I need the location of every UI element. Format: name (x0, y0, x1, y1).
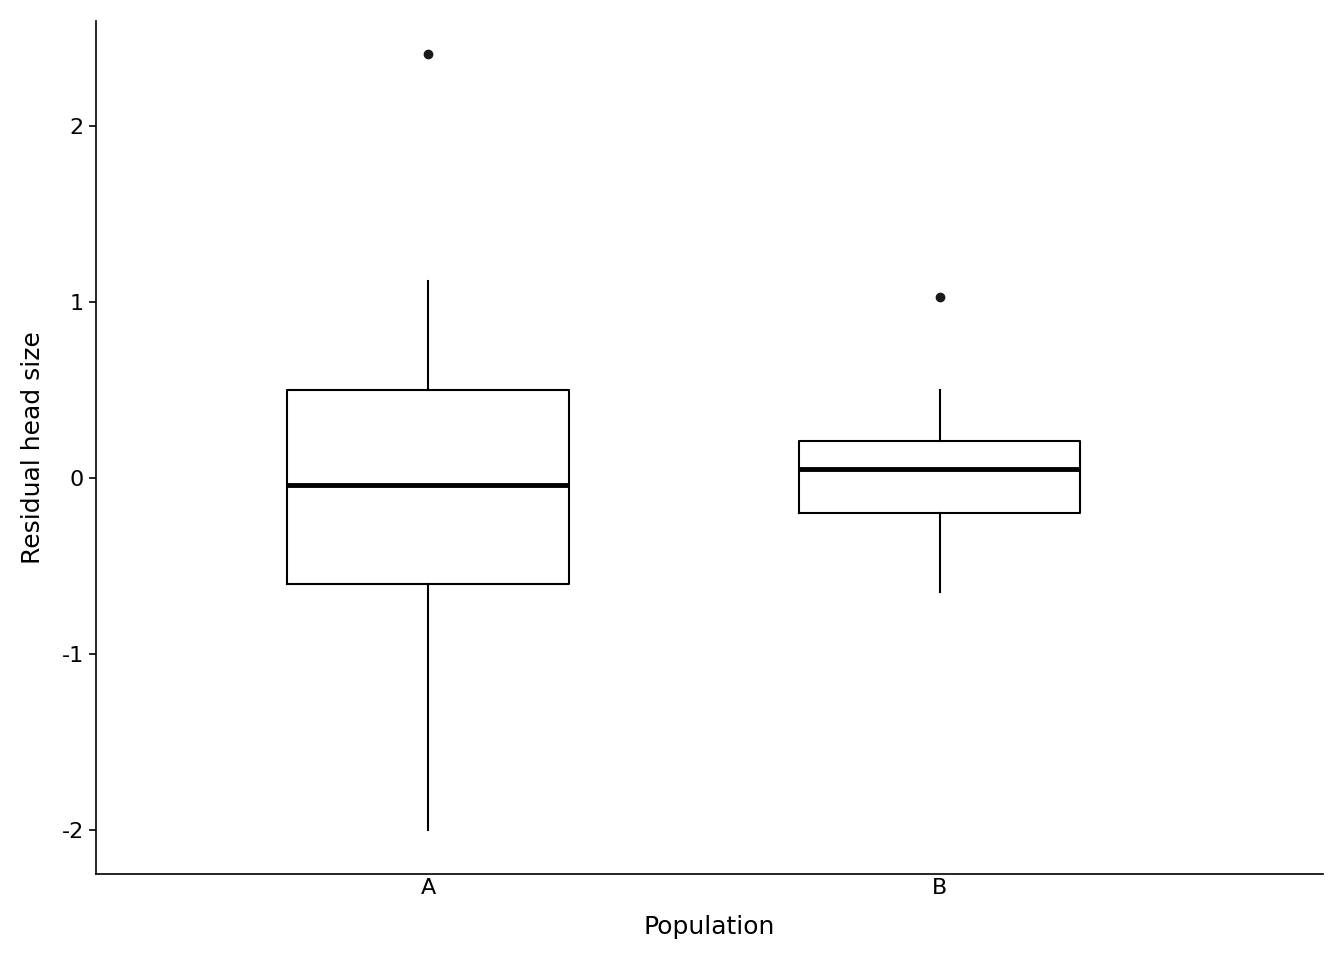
Y-axis label: Residual head size: Residual head size (22, 331, 44, 564)
X-axis label: Population: Population (644, 915, 775, 939)
